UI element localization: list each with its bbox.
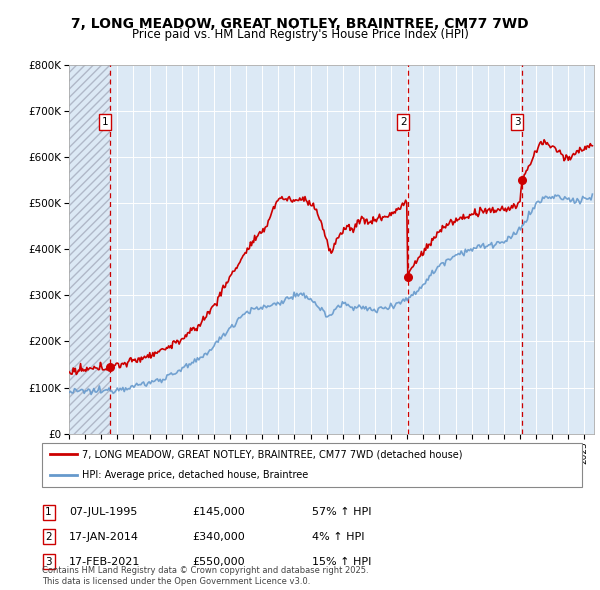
Text: 17-FEB-2021: 17-FEB-2021 (69, 557, 140, 566)
Text: 3: 3 (514, 117, 520, 127)
Text: 57% ↑ HPI: 57% ↑ HPI (312, 507, 371, 517)
Text: 3: 3 (45, 557, 52, 566)
Text: 4% ↑ HPI: 4% ↑ HPI (312, 532, 365, 542)
Text: 2: 2 (400, 117, 406, 127)
Text: 7, LONG MEADOW, GREAT NOTLEY, BRAINTREE, CM77 7WD (detached house): 7, LONG MEADOW, GREAT NOTLEY, BRAINTREE,… (83, 450, 463, 460)
Text: 15% ↑ HPI: 15% ↑ HPI (312, 557, 371, 566)
Text: £550,000: £550,000 (192, 557, 245, 566)
Text: £340,000: £340,000 (192, 532, 245, 542)
Text: 07-JUL-1995: 07-JUL-1995 (69, 507, 137, 517)
Text: 7, LONG MEADOW, GREAT NOTLEY, BRAINTREE, CM77 7WD: 7, LONG MEADOW, GREAT NOTLEY, BRAINTREE,… (71, 17, 529, 31)
Text: Contains HM Land Registry data © Crown copyright and database right 2025.
This d: Contains HM Land Registry data © Crown c… (42, 566, 368, 586)
Text: 1: 1 (101, 117, 108, 127)
Text: HPI: Average price, detached house, Braintree: HPI: Average price, detached house, Brai… (83, 470, 309, 480)
Text: Price paid vs. HM Land Registry's House Price Index (HPI): Price paid vs. HM Land Registry's House … (131, 28, 469, 41)
Text: 1: 1 (45, 507, 52, 517)
Text: £145,000: £145,000 (192, 507, 245, 517)
Text: 17-JAN-2014: 17-JAN-2014 (69, 532, 139, 542)
Text: 2: 2 (45, 532, 52, 542)
Bar (69, 65, 110, 434)
